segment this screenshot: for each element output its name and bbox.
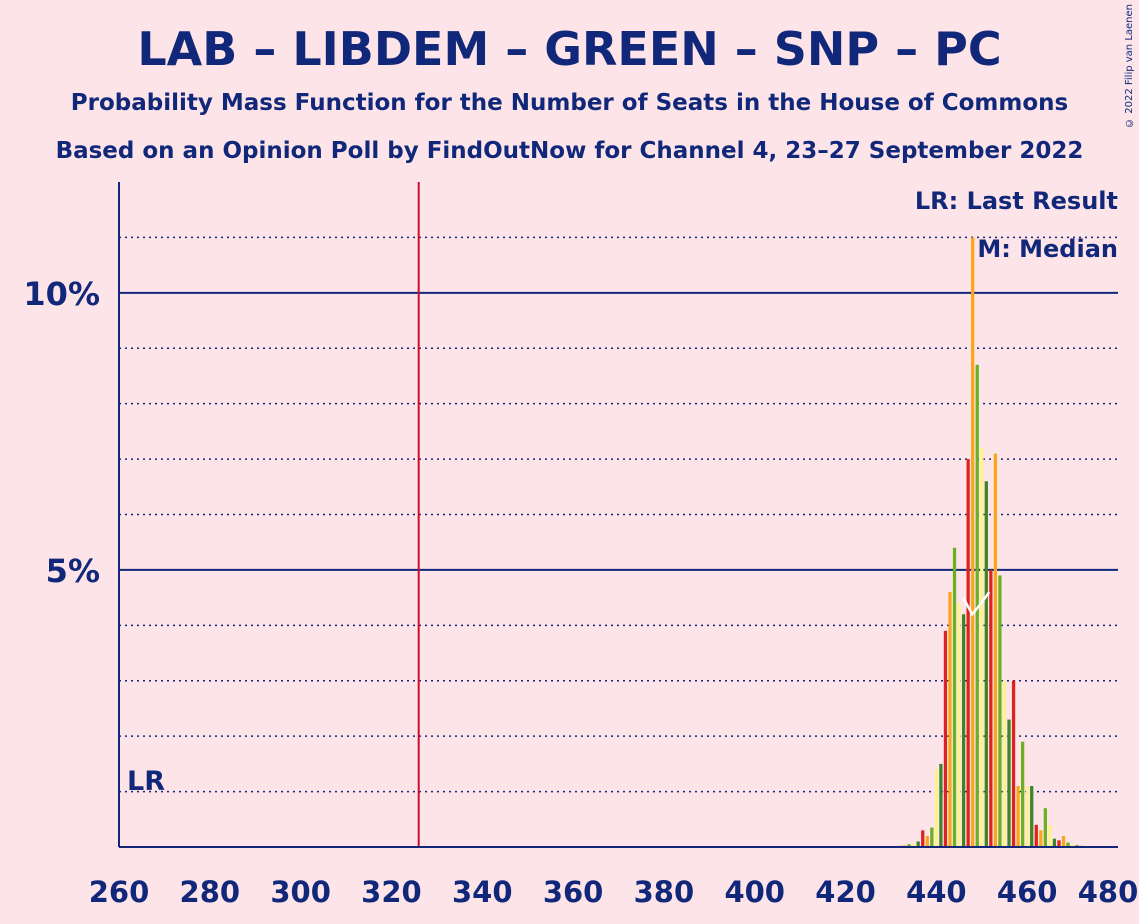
x-tick-label: 480 <box>1078 875 1139 909</box>
seat-bar <box>1025 786 1029 847</box>
seat-bar <box>1070 844 1075 847</box>
seat-bar <box>971 237 975 847</box>
seat-bar <box>1011 680 1016 847</box>
seat-bar <box>952 547 957 847</box>
seat-bar <box>921 830 925 847</box>
x-tick-label: 280 <box>180 875 241 909</box>
x-tick-label: 400 <box>724 875 785 909</box>
x-tick-label: 440 <box>906 875 967 909</box>
x-tick-label: 260 <box>89 875 150 909</box>
seat-bar <box>912 843 916 847</box>
seat-bar <box>934 769 938 847</box>
seat-bar <box>1007 719 1011 847</box>
chart-title: LAB – LIBDEM – GREEN – SNP – PC <box>137 22 1002 76</box>
y-tick-labels: 5% 10% <box>23 275 100 590</box>
seat-bar <box>1021 741 1025 847</box>
seat-bar <box>989 569 993 847</box>
x-tick-label: 420 <box>815 875 876 909</box>
seat-bar <box>1039 830 1043 847</box>
seat-bar <box>1030 786 1034 847</box>
axes <box>118 182 1118 848</box>
x-tick-label: 460 <box>997 875 1058 909</box>
seat-bar <box>1061 835 1066 847</box>
x-tick-label: 300 <box>270 875 331 909</box>
seat-bar <box>993 453 998 847</box>
seat-bar <box>1048 824 1052 847</box>
seat-bar <box>1052 838 1057 847</box>
last-result-marker: LR <box>127 766 165 797</box>
seat-bar <box>925 835 929 847</box>
x-tick-labels: 260 280 300 320 340 360 380 400 420 440 460 480 <box>89 875 1139 909</box>
seat-bar <box>1002 680 1007 847</box>
seat-bar <box>1043 808 1047 847</box>
y-tick-label: 10% <box>23 275 100 313</box>
seat-bar <box>998 575 1002 847</box>
seat-bar <box>957 603 961 847</box>
seat-bar <box>966 459 970 847</box>
seat-bars <box>898 237 1093 847</box>
seat-bar <box>930 827 934 847</box>
seat-bar <box>943 630 948 847</box>
seat-bar <box>907 844 911 847</box>
seat-bar <box>916 841 920 847</box>
chart-source: Based on an Opinion Poll by FindOutNow f… <box>55 138 1084 164</box>
y-tick-label: 5% <box>46 552 100 590</box>
seat-bar <box>984 481 988 847</box>
median-curve <box>962 591 991 617</box>
seat-bar <box>1034 824 1038 847</box>
median-marker <box>962 591 991 617</box>
gridlines <box>119 236 1118 793</box>
chart-subtitle: Probability Mass Function for the Number… <box>70 90 1069 116</box>
legend-median: M: Median <box>977 235 1118 263</box>
seat-bar <box>948 592 952 847</box>
seat-bar <box>975 364 979 847</box>
seat-bar <box>939 763 943 847</box>
x-tick-label: 360 <box>543 875 604 909</box>
seat-bar <box>1016 786 1020 847</box>
seat-bar <box>961 614 966 847</box>
seat-bar <box>1057 840 1061 847</box>
seat-bar <box>980 448 984 847</box>
x-tick-label: 320 <box>361 875 422 909</box>
legend-last-result: LR: Last Result <box>915 187 1118 215</box>
x-tick-label: 340 <box>452 875 513 909</box>
x-tick-label: 380 <box>634 875 695 909</box>
seat-bar <box>1066 842 1070 847</box>
